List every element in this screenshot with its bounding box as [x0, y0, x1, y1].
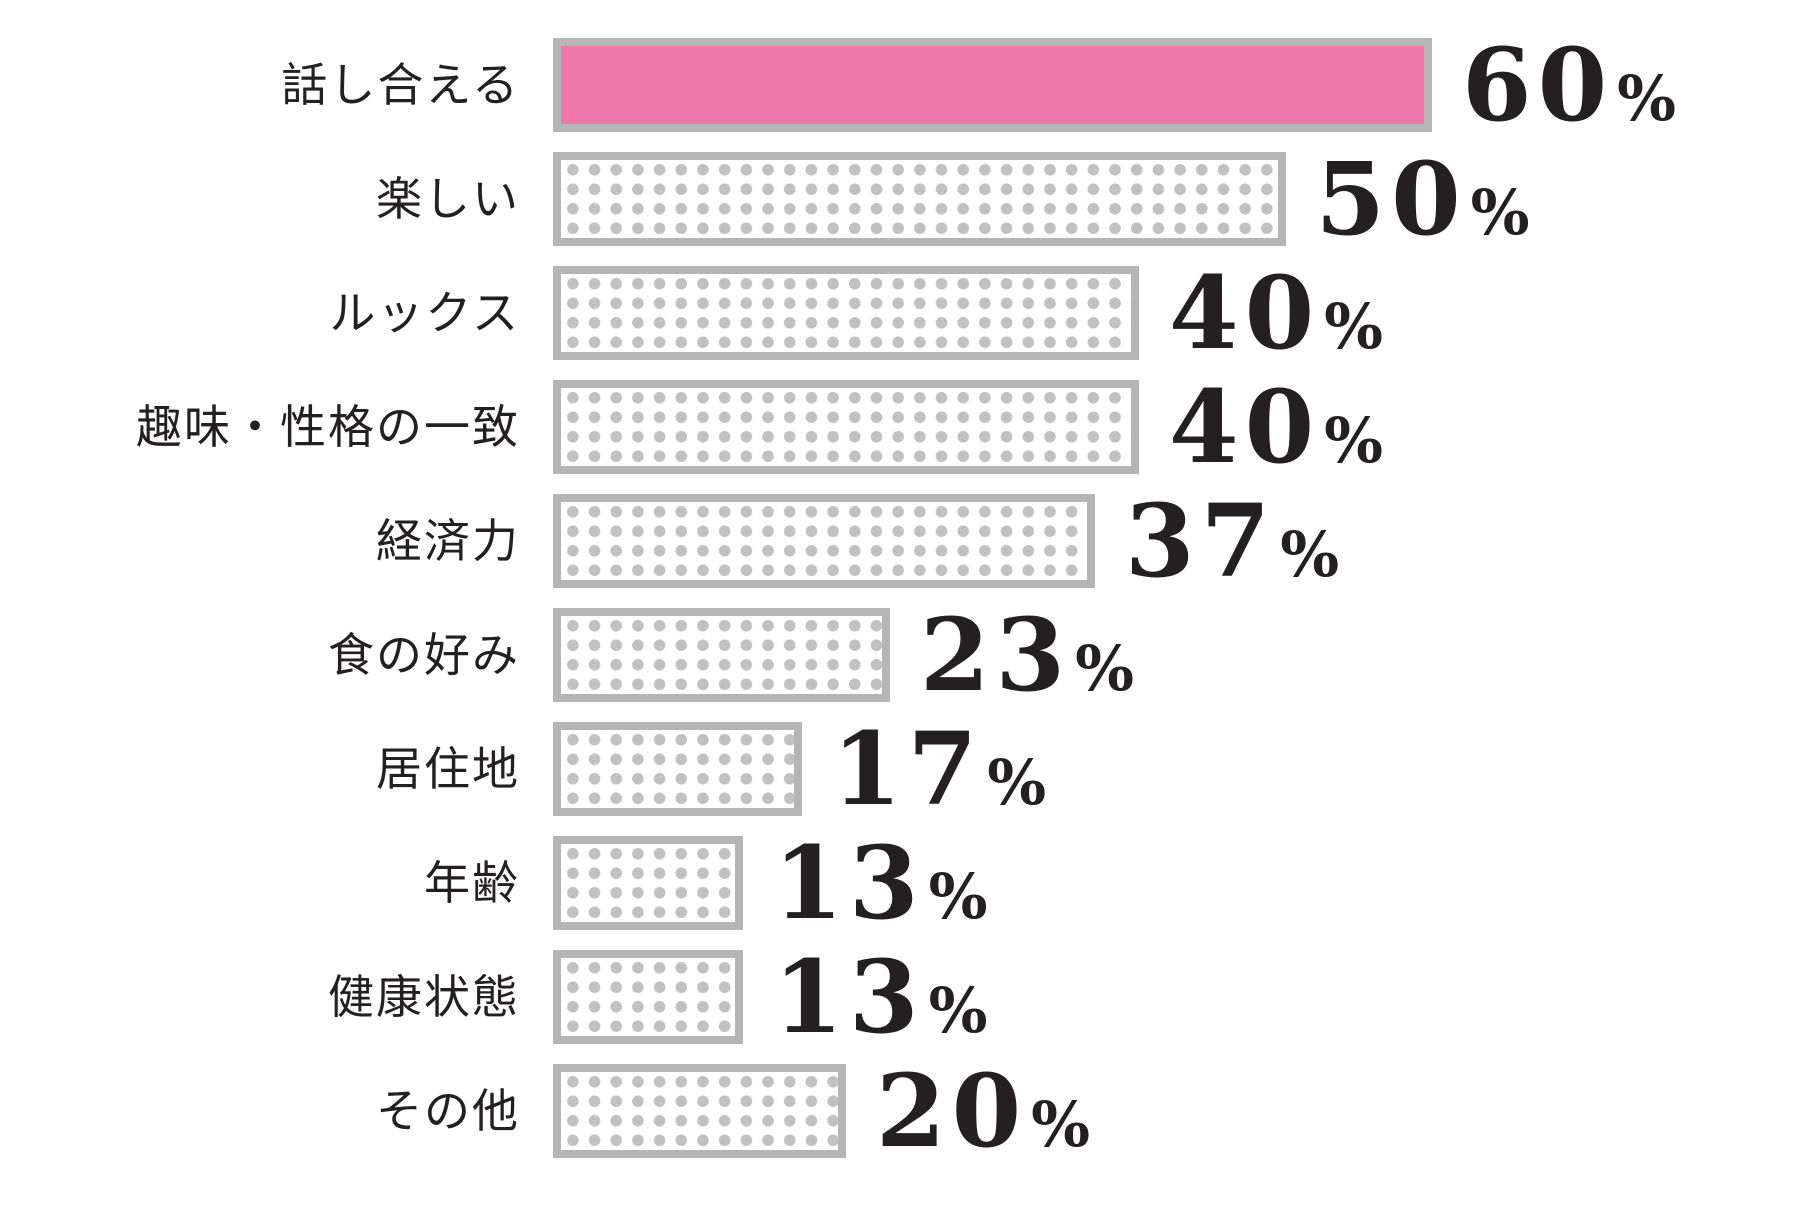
category-label: 楽しい	[376, 173, 520, 225]
dotted-bar	[553, 950, 744, 1044]
category-label: 年齢	[424, 857, 520, 909]
category-label: 趣味・性格の一致	[136, 401, 520, 453]
value-number: 40	[1169, 368, 1321, 486]
percent-sign: %	[1324, 404, 1384, 477]
dotted-bar	[553, 722, 803, 816]
category-label: その他	[376, 1085, 520, 1137]
value-number: 13	[773, 824, 925, 942]
chart-row: 居住地 17%	[0, 712, 1800, 826]
category-label: 食の好み	[328, 629, 520, 681]
value-label: 20%	[876, 1061, 1090, 1161]
dotted-bar	[553, 380, 1139, 474]
percent-sign: %	[1324, 290, 1384, 363]
bar-chart: 話し合える 60% 楽しい 50% ルックス 40% 趣味・性格の一致 40% 経済力 37% 食の…	[0, 28, 1800, 1168]
percent-sign: %	[1280, 518, 1340, 591]
value-label: 37%	[1125, 491, 1339, 591]
value-number: 23	[919, 596, 1072, 714]
value-label: 23%	[920, 605, 1134, 705]
chart-row: 健康状態 13%	[0, 940, 1800, 1054]
value-label: 40%	[1169, 377, 1383, 477]
value-number: 40	[1169, 254, 1321, 372]
dotted-bar	[553, 608, 890, 702]
dotted-bar	[553, 494, 1096, 588]
value-label: 50%	[1316, 149, 1530, 249]
chart-row: その他 20%	[0, 1054, 1800, 1168]
value-number: 13	[773, 938, 925, 1056]
value-number: 17	[832, 710, 984, 828]
value-label: 13%	[773, 947, 987, 1047]
value-label: 17%	[832, 719, 1046, 819]
dotted-bar	[553, 1064, 846, 1158]
value-label: 40%	[1169, 263, 1383, 363]
chart-row: 経済力 37%	[0, 484, 1800, 598]
value-number: 50	[1315, 140, 1467, 258]
category-label: 経済力	[376, 515, 520, 567]
category-label: 居住地	[376, 743, 520, 795]
value-number: 60	[1462, 26, 1614, 144]
percent-sign: %	[928, 860, 988, 933]
chart-row: ルックス 40%	[0, 256, 1800, 370]
chart-row: 年齢 13%	[0, 826, 1800, 940]
category-label: ルックス	[329, 287, 520, 339]
category-label: 健康状態	[328, 971, 520, 1023]
dotted-bar	[553, 152, 1286, 246]
percent-sign: %	[1075, 632, 1135, 705]
value-label: 13%	[773, 833, 987, 933]
dotted-bar	[553, 836, 744, 930]
chart-row: 食の好み 23%	[0, 598, 1800, 712]
percent-sign: %	[1031, 1088, 1091, 1161]
percent-sign: %	[1470, 176, 1530, 249]
value-label: 60%	[1462, 35, 1676, 135]
highlight-bar	[553, 38, 1432, 132]
value-number: 20	[876, 1052, 1028, 1170]
percent-sign: %	[1617, 62, 1677, 135]
percent-sign: %	[987, 746, 1047, 819]
category-label: 話し合える	[281, 59, 520, 111]
chart-row: 話し合える 60%	[0, 28, 1800, 142]
percent-sign: %	[928, 974, 988, 1047]
value-number: 37	[1125, 482, 1277, 600]
chart-row: 楽しい 50%	[0, 142, 1800, 256]
chart-row: 趣味・性格の一致 40%	[0, 370, 1800, 484]
dotted-bar	[553, 266, 1139, 360]
